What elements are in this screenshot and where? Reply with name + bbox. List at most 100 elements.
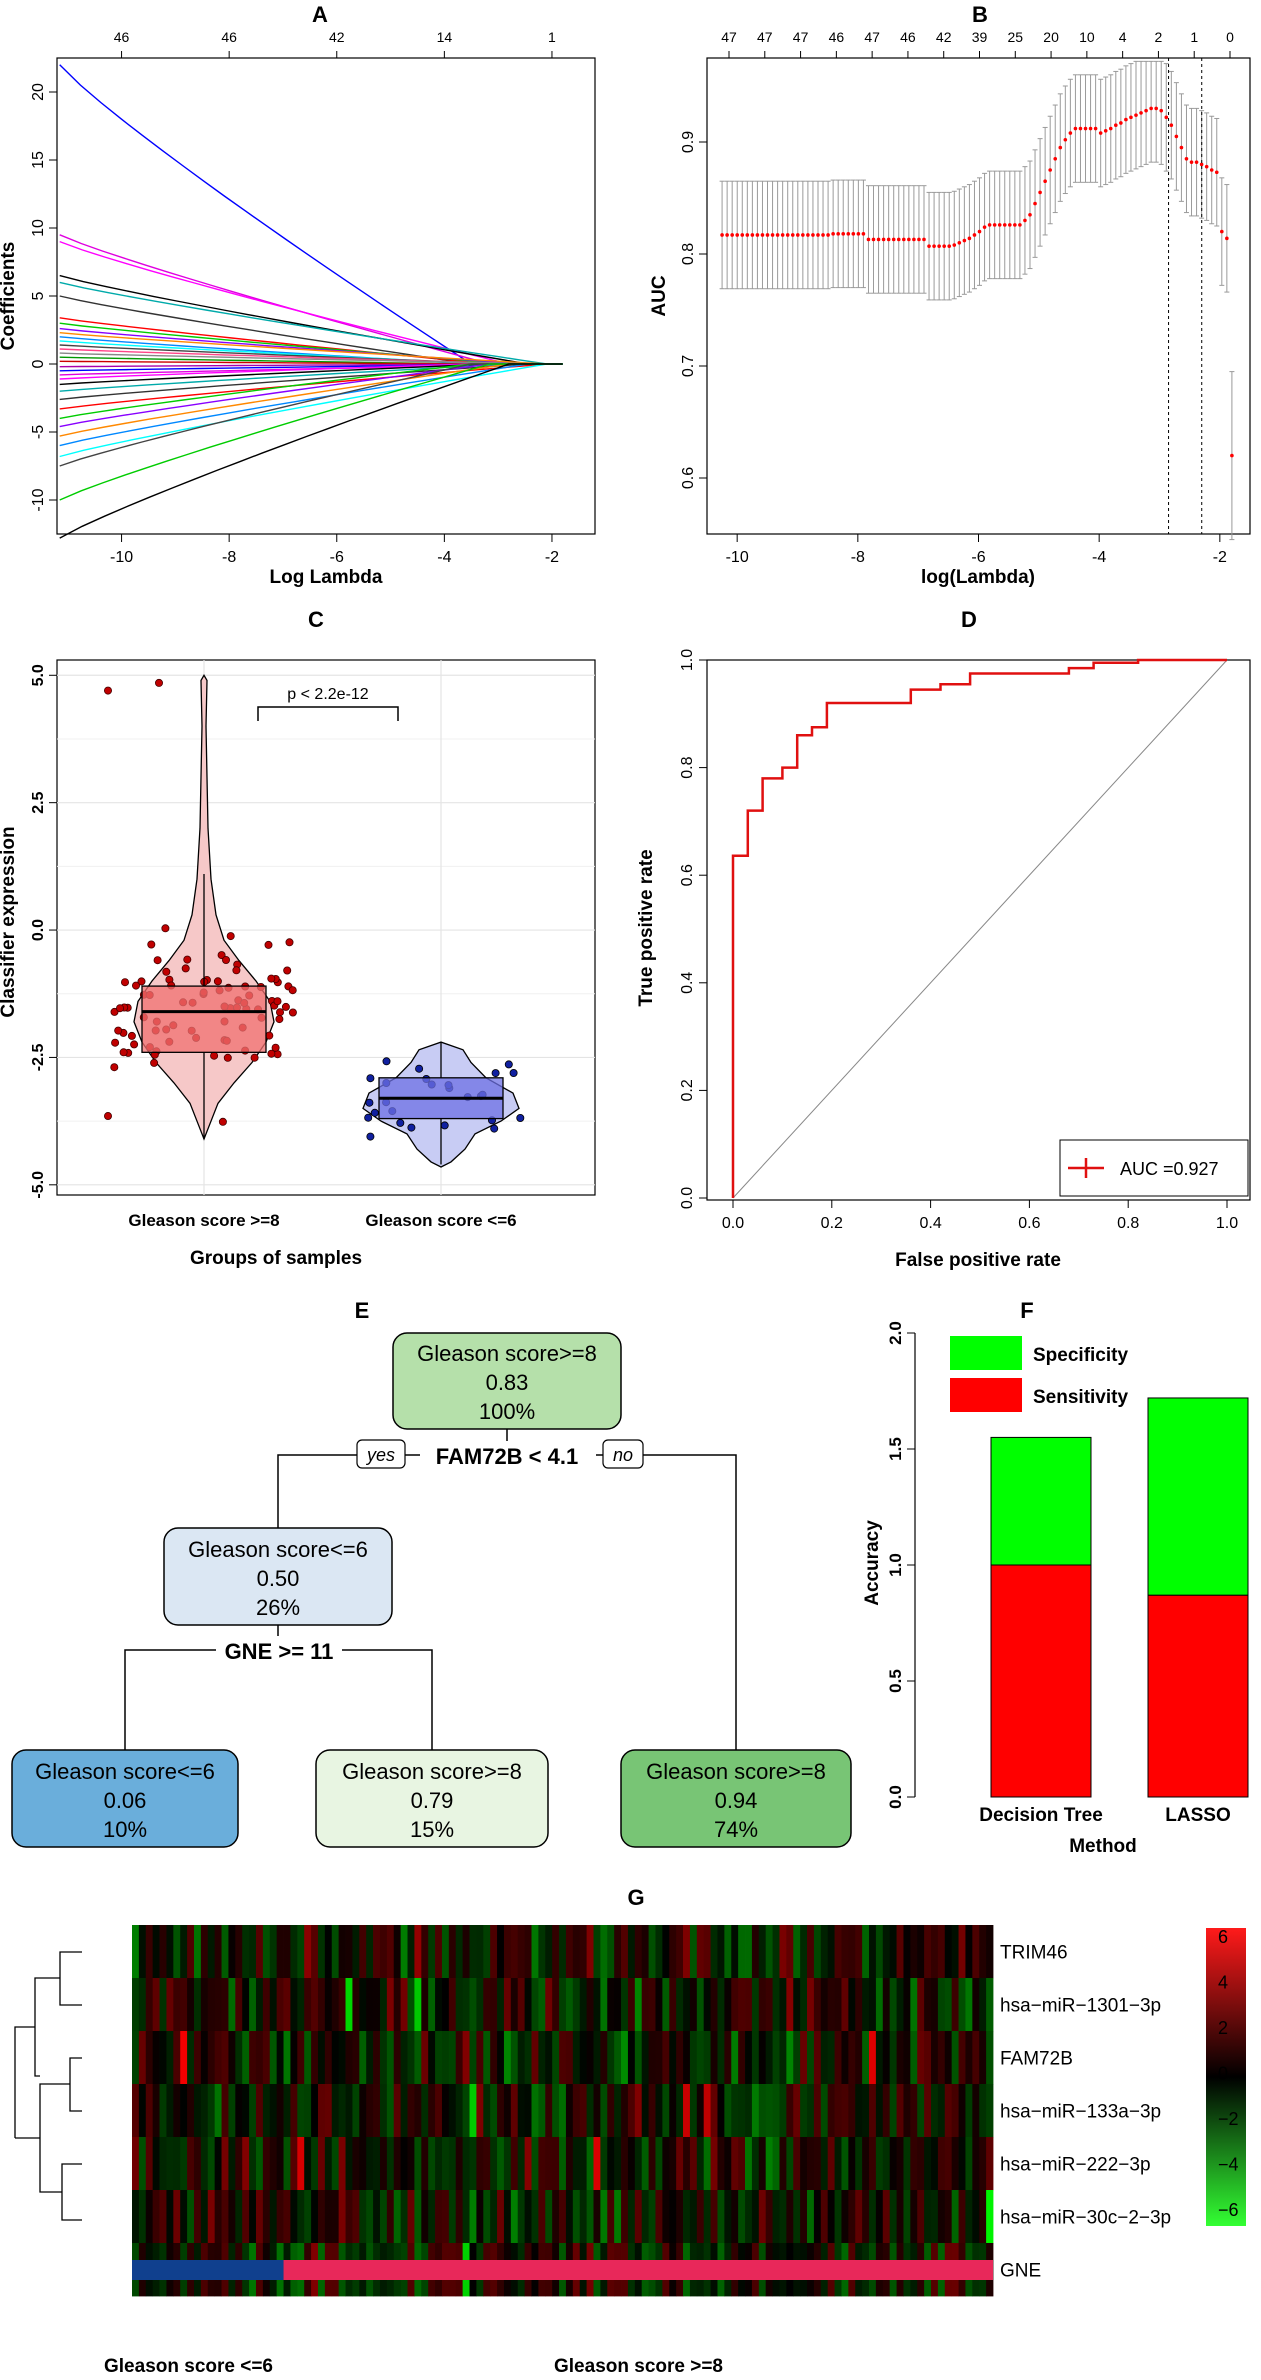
tree-node-right-prob: 0.94: [715, 1788, 758, 1813]
heatmap-cell: [145, 1978, 154, 2032]
heatmap-cell: [896, 2084, 904, 2138]
heatmap-cell: [696, 1925, 705, 1979]
a-coefficient-path: [59, 363, 563, 501]
heatmap-cell: [345, 2084, 353, 2138]
heatmap-cell: [896, 2190, 904, 2244]
b-auc-point: [851, 232, 856, 236]
heatmap-cell: [786, 2190, 794, 2244]
heatmap-cell: [269, 2137, 278, 2191]
heatmap-cell: [214, 2137, 222, 2191]
legend-auc-label: AUC =0.927: [1120, 1159, 1219, 1179]
heatmap-cell: [503, 2084, 512, 2138]
heatmap-cell: [366, 1978, 374, 2032]
panel-b-x-ticks: -10 -8 -6 -4 -2: [726, 534, 1227, 566]
heatmap-cell: [593, 2084, 601, 2138]
legend-specificity-label: Specificity: [1033, 1345, 1128, 1366]
heatmap-cell: [249, 2190, 257, 2244]
b-auc-point: [1169, 123, 1174, 127]
heatmap-cell: [958, 1925, 966, 1979]
heatmap-cell: [166, 1978, 174, 2032]
heatmap-cell: [910, 2137, 918, 2191]
heatmap-cell: [345, 2137, 353, 2191]
panel-f-title: F: [1020, 1298, 1033, 1323]
heatmap-cell: [662, 1978, 670, 2032]
c-point-high: [217, 951, 226, 960]
d-ytick-label: 1.0: [679, 649, 696, 671]
b-toptick-label: 46: [829, 29, 845, 45]
heatmap-cell: [559, 1925, 567, 1979]
heatmap-cell: [882, 1978, 891, 2032]
heatmap-cell: [386, 2137, 395, 2191]
heatmap-cell: [724, 1978, 732, 2032]
heatmap-cell: [214, 1978, 222, 2032]
heatmap-cell: [538, 2031, 546, 2085]
heatmap-cell: [221, 2084, 229, 2138]
color-scale-label: 6: [1218, 1927, 1228, 1947]
heatmap-cell: [159, 2084, 167, 2138]
heatmap-cell: [545, 1925, 553, 1979]
a-ytick-label: 20: [30, 83, 47, 101]
heatmap-cell: [903, 2190, 911, 2244]
heatmap-cell: [586, 1925, 594, 1979]
a-coefficient-path: [59, 363, 563, 447]
b-auc-point: [780, 233, 785, 237]
heatmap-cell: [552, 2084, 560, 2138]
c-point-high: [265, 1031, 274, 1040]
heatmap-cell: [965, 1978, 973, 2032]
heatmap-cell: [407, 2031, 415, 2085]
heatmap-cell: [510, 1978, 519, 2032]
a-ytick-label: 0: [30, 359, 47, 368]
c-point-high: [267, 1049, 276, 1058]
heatmap-cell: [986, 1978, 994, 2032]
heatmap-cell: [641, 2190, 649, 2244]
a-ytick-label: 15: [30, 151, 47, 169]
heatmap-cell: [965, 1925, 973, 1979]
heatmap-cell: [297, 2190, 305, 2244]
heatmap-cell: [600, 2084, 608, 2138]
heatmap-cell: [965, 2084, 973, 2138]
heatmap-cell: [200, 2084, 209, 2138]
heatmap-cell: [738, 2190, 746, 2244]
heatmap-cell: [848, 2190, 856, 2244]
c-point-low: [440, 1121, 449, 1130]
heatmap-cell: [366, 2084, 374, 2138]
heatmap-cell: [379, 1978, 388, 2032]
heatmap-cell: [593, 2031, 601, 2085]
heatmap-cell: [662, 2084, 670, 2138]
c-point-high: [275, 1008, 284, 1017]
c-point-high: [162, 967, 171, 976]
panel-f-y-ticks: 0.0 0.5 1.0 1.5 2.0: [886, 1321, 915, 1809]
heatmap-cell: [132, 1978, 140, 2032]
heatmap-cell: [772, 2190, 780, 2244]
panel-f-category-dt: Decision Tree: [979, 1805, 1103, 1826]
b-auc-point: [871, 237, 876, 242]
heatmap-cell: [683, 2137, 691, 2191]
c-point-high: [218, 1117, 227, 1126]
heatmap-cell: [910, 1978, 918, 2032]
heatmap-cell: [524, 2084, 532, 2138]
heatmap-row-label: FAM72B: [1000, 2049, 1073, 2070]
heatmap-cell: [469, 1925, 477, 1979]
heatmap-cell: [586, 2190, 594, 2244]
b-auc-point: [1124, 117, 1128, 122]
heatmap-cell: [242, 2190, 250, 2244]
heatmap-cell: [317, 1925, 326, 1979]
heatmap-cell: [793, 2190, 801, 2244]
heatmap-cell: [607, 2084, 615, 2138]
tree-node-root: Gleason score>=8 0.83 100%: [392, 1332, 622, 1430]
heatmap-cell: [531, 1978, 539, 2032]
heatmap-cell: [979, 1925, 987, 1979]
tree-node-root-pct: 100%: [479, 1399, 535, 1424]
heatmap-cell: [255, 1925, 264, 1979]
heatmap-cell: [683, 1925, 691, 1979]
c-point-low: [366, 1132, 375, 1141]
heatmap-cell: [435, 2031, 443, 2085]
heatmap-cell: [689, 1925, 698, 1979]
c-point-low: [366, 1074, 375, 1083]
heatmap-cell: [152, 2084, 160, 2138]
b-auc-point: [977, 229, 982, 234]
heatmap-cell: [986, 2190, 994, 2244]
heatmap-cell: [317, 2084, 326, 2138]
heatmap-cell: [889, 2137, 897, 2191]
d-xtick-label: 0.4: [919, 1215, 941, 1232]
